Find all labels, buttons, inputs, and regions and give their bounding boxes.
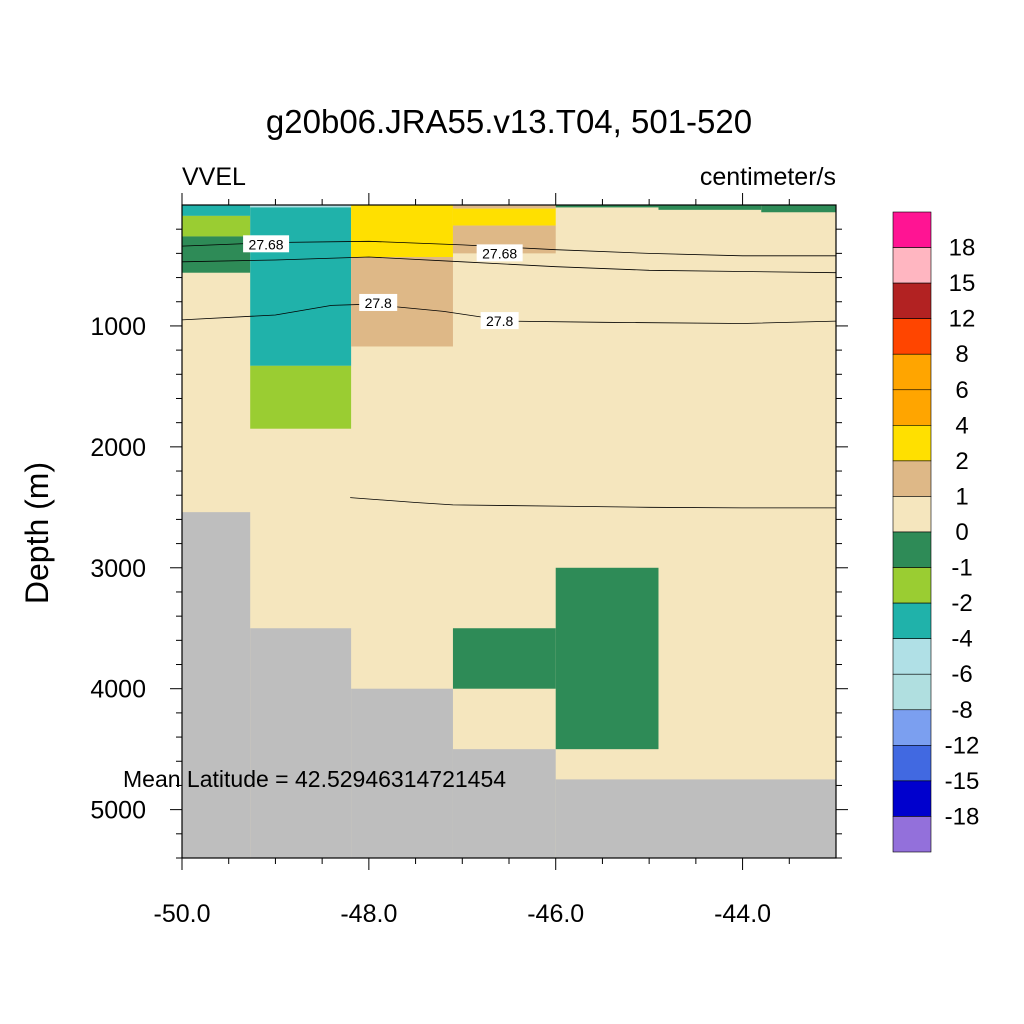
colorbar-label: 2 bbox=[955, 448, 968, 475]
contour-label: 27.8 bbox=[365, 295, 392, 311]
land-mask bbox=[182, 512, 836, 858]
y-tick-label: 2000 bbox=[90, 434, 146, 462]
colorbar-box bbox=[892, 353, 932, 391]
colorbar-box bbox=[892, 816, 932, 853]
x-tick-label: -44.0 bbox=[714, 900, 771, 928]
land-cell bbox=[351, 688, 453, 858]
data-cell bbox=[452, 205, 556, 209]
colorbar-label: 18 bbox=[949, 235, 976, 262]
colorbar-box bbox=[892, 318, 932, 355]
data-cell bbox=[182, 205, 251, 216]
colorbar-box bbox=[892, 496, 932, 533]
land-cell bbox=[452, 749, 556, 858]
colorbar-label: -1 bbox=[951, 555, 972, 582]
colorbar-label: -4 bbox=[951, 626, 972, 653]
colorbar-label: -12 bbox=[945, 732, 980, 759]
density-contours: 27.68 27.68 27.8 27.8 bbox=[181, 235, 837, 509]
colorbar-box bbox=[892, 211, 932, 248]
colorbar-label: -6 bbox=[951, 661, 972, 688]
contour-label-background bbox=[480, 312, 519, 330]
colorbar-label: -8 bbox=[951, 697, 972, 724]
colorbar-box bbox=[892, 745, 932, 782]
y-tick-labels: 1000 2000 3000 4000 5000 bbox=[90, 313, 146, 825]
data-cell bbox=[351, 205, 453, 257]
colorbar-label: -15 bbox=[945, 768, 980, 795]
colorbar-box bbox=[892, 247, 932, 284]
data-cell bbox=[250, 207, 352, 366]
colorbar-label: 6 bbox=[955, 377, 968, 404]
colorbar-label: 15 bbox=[949, 270, 976, 297]
mean-latitude-annotation: Mean Latitude = 42.52946314721454 bbox=[123, 766, 506, 792]
contour-label-background bbox=[476, 244, 523, 262]
y-axis-label: Depth (m) bbox=[19, 462, 55, 604]
y-tick-label: 3000 bbox=[90, 555, 146, 583]
contour-label: 27.8 bbox=[486, 313, 513, 329]
contour-line bbox=[350, 497, 836, 509]
chart-title: g20b06.JRA55.v13.T04, 501-520 bbox=[266, 103, 752, 140]
contour-line bbox=[181, 303, 837, 324]
colorbar-box bbox=[892, 567, 932, 604]
contour-label: 27.68 bbox=[249, 236, 284, 252]
x-tick-label: -50.0 bbox=[154, 900, 211, 928]
colorbar-box bbox=[892, 602, 932, 639]
data-cell bbox=[555, 567, 659, 750]
x-tick-label: -46.0 bbox=[527, 900, 584, 928]
colorbar-label: 1 bbox=[955, 483, 968, 510]
left-string: VVEL bbox=[182, 163, 246, 191]
colorbar-label: 4 bbox=[955, 412, 968, 439]
data-cell bbox=[452, 208, 556, 226]
land-cell bbox=[555, 779, 836, 858]
contour-label: 27.68 bbox=[482, 245, 517, 261]
colorbar-box bbox=[892, 425, 932, 462]
x-tick-label: -48.0 bbox=[340, 900, 397, 928]
data-cell bbox=[250, 365, 352, 429]
data-cell bbox=[182, 236, 251, 273]
data-cell bbox=[182, 215, 251, 237]
x-tick-labels: -50.0 -48.0 -46.0 -44.0 bbox=[154, 900, 772, 928]
contour-label-background bbox=[243, 235, 290, 253]
land-cell bbox=[250, 628, 352, 858]
plot-frame bbox=[181, 204, 837, 859]
colorbar-box bbox=[892, 531, 932, 568]
land-cell bbox=[182, 512, 251, 858]
y-tick-label: 5000 bbox=[90, 797, 146, 825]
right-string: centimeter/s bbox=[700, 163, 836, 191]
colorbar-label: 8 bbox=[955, 341, 968, 368]
data-cell bbox=[761, 205, 836, 213]
y-tick-label: 4000 bbox=[90, 676, 146, 704]
colorbar-box bbox=[892, 460, 932, 497]
colorbar-box bbox=[892, 709, 932, 746]
data-cell bbox=[250, 205, 352, 208]
colorbar-box bbox=[892, 282, 932, 319]
colorbar-label: -18 bbox=[945, 803, 980, 830]
colorbar-box bbox=[892, 673, 932, 711]
colorbar-box bbox=[892, 389, 932, 426]
colorbar: 18 15 12 8 6 4 2 1 0 -1 -2 -4 -6 -8 -12 -15 -18 bbox=[892, 211, 980, 853]
colorbar-label: -2 bbox=[951, 590, 972, 617]
data-cell bbox=[452, 628, 556, 689]
data-cell bbox=[555, 205, 659, 208]
contour-line bbox=[181, 256, 837, 274]
axis-ticks bbox=[170, 193, 848, 870]
y-tick-label: 1000 bbox=[90, 313, 146, 341]
contour-label-background bbox=[359, 293, 398, 311]
colorbar-box bbox=[892, 780, 932, 817]
colorbar-label: 12 bbox=[949, 306, 976, 333]
data-cell bbox=[658, 205, 762, 210]
colorbar-label: 0 bbox=[955, 519, 968, 546]
colorbar-box bbox=[892, 638, 932, 675]
